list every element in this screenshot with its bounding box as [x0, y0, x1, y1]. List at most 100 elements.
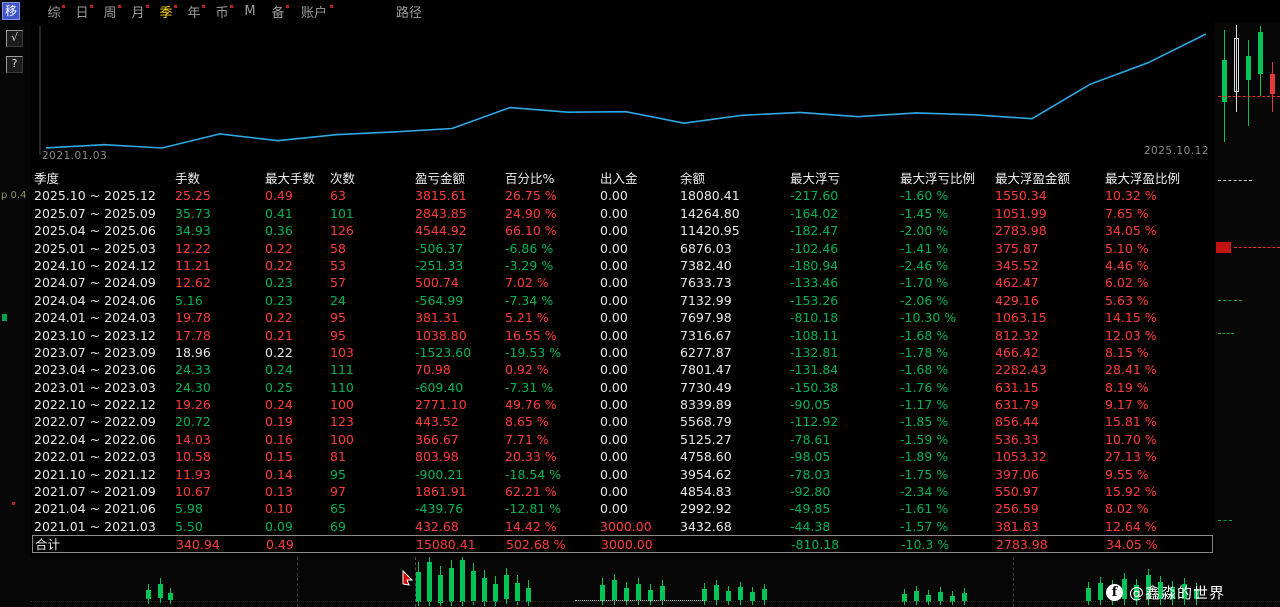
cell-value: -564.99: [415, 292, 464, 308]
table-row[interactable]: 2021.07 ~ 2021.09 10.67 0.13 97 1861.91 62.21…: [32, 483, 1213, 500]
candlestick: [482, 578, 487, 602]
tab-m[interactable]: M: [244, 3, 256, 19]
cell-value: -1.75 %: [900, 466, 949, 482]
cell-value: 28.41 %: [1105, 362, 1157, 378]
cell-value: 8.02 %: [1105, 501, 1149, 517]
cell-value: 466.42: [995, 344, 1039, 360]
candlestick: [1170, 587, 1175, 599]
table-row[interactable]: 2022.07 ~ 2022.09 20.72 0.19 123 443.52 8.65 …: [32, 413, 1213, 430]
cell-value: 7697.98: [680, 310, 732, 326]
cell-value: 15.92 %: [1105, 484, 1157, 500]
cell-value: -153.26: [790, 292, 839, 308]
candlestick: [1146, 575, 1151, 599]
cell-value: 81: [330, 449, 346, 465]
candlestick: [146, 590, 151, 599]
table-total-row[interactable]: 合计 340.94 0.49 15080.41 502.68 % 3000.00 -810.…: [32, 535, 1213, 553]
cell-value: 3815.61: [415, 188, 467, 204]
cell-value: 16.55 %: [505, 327, 557, 343]
cell-value: 15080.41: [416, 537, 476, 553]
cell-value: 24.90 %: [505, 205, 557, 221]
table-row[interactable]: 2024.07 ~ 2024.09 12.62 0.23 57 500.74 7.02 %…: [32, 274, 1213, 291]
cursor-arrow-icon: [400, 569, 416, 590]
cell-value: 123: [330, 414, 354, 430]
tab-currency[interactable]: 币: [208, 2, 236, 21]
cell-value: 0.23: [265, 292, 293, 308]
cell-value: 1051.99: [995, 205, 1047, 221]
cell-value: -132.81: [790, 344, 839, 360]
table-row[interactable]: 2023.10 ~ 2023.12 17.78 0.21 95 1038.80 16.55…: [32, 327, 1213, 344]
cell-value: 0.22: [265, 310, 293, 326]
tab-summary[interactable]: 综: [40, 2, 68, 21]
cell-value: 10.70 %: [1105, 431, 1157, 447]
cell-value: 18080.41: [680, 188, 740, 204]
table-row[interactable]: 2023.04 ~ 2023.06 24.33 0.24 111 70.98 0.92 %…: [32, 361, 1213, 378]
table-row[interactable]: 2025.04 ~ 2025.06 34.93 0.36 126 4544.92 66.1…: [32, 222, 1213, 239]
table-row[interactable]: 2024.04 ~ 2024.06 5.16 0.23 24 -564.99 -7.34 …: [32, 292, 1213, 309]
cell-value: 0.23: [265, 275, 293, 291]
tab-quarterly[interactable]: 季: [152, 2, 180, 21]
column-header: 余额: [680, 171, 706, 186]
table-row[interactable]: 2023.01 ~ 2023.03 24.30 0.25 110 -609.40 -7.3…: [32, 379, 1213, 396]
table-row[interactable]: 2025.07 ~ 2025.09 35.73 0.41 101 2843.85 24.9…: [32, 205, 1213, 222]
help-button[interactable]: ?: [6, 56, 23, 73]
cell-value: 2783.98: [996, 537, 1048, 553]
table-row[interactable]: 2021.01 ~ 2021.03 5.50 0.09 69 432.68 14.42 %…: [32, 518, 1213, 535]
candlestick: [1134, 585, 1139, 600]
table-row[interactable]: 2025.01 ~ 2025.03 12.22 0.22 58 -506.37 -6.86…: [32, 240, 1213, 257]
candlestick: [158, 584, 163, 598]
table-row[interactable]: 2023.07 ~ 2023.09 18.96 0.22 103 -1523.60 -19…: [32, 344, 1213, 361]
candlestick: [1086, 588, 1091, 601]
tab-yearly[interactable]: 年: [180, 2, 208, 21]
candlestick: [493, 584, 498, 602]
candlestick-wick: [1248, 40, 1249, 126]
cell-value: 2783.98: [995, 223, 1047, 239]
cell-value: 803.98: [415, 449, 459, 465]
cell-value: -2.46 %: [900, 257, 949, 273]
equity-chart: 2021.01.03 2025.10.12: [30, 22, 1215, 162]
cell-value: -1.70 %: [900, 275, 949, 291]
cell-value: 10.58: [175, 449, 211, 465]
column-header: 最大浮盈比例: [1105, 171, 1181, 186]
candlestick: [1122, 579, 1127, 599]
tab-daily[interactable]: 日: [68, 2, 96, 21]
tab-account[interactable]: 账户: [292, 2, 336, 21]
cell-value: 0.49: [265, 188, 293, 204]
move-button[interactable]: 移: [2, 2, 20, 20]
price-line-red: [1234, 247, 1280, 248]
table-row[interactable]: 2022.04 ~ 2022.06 14.03 0.16 100 366.67 7.71 …: [32, 431, 1213, 448]
table-row[interactable]: 2024.01 ~ 2024.03 19.78 0.22 95 381.31 5.21 %…: [32, 309, 1213, 326]
table-row[interactable]: 2022.01 ~ 2022.03 10.58 0.15 81 803.98 20.33 …: [32, 448, 1213, 465]
cell-value: 8339.89: [680, 397, 732, 413]
cell-period: 2022.04 ~ 2022.06: [34, 431, 156, 447]
tab-path[interactable]: 路径: [396, 5, 423, 21]
price-marker-red: [1216, 242, 1231, 253]
cell-value: 8.15 %: [1105, 344, 1149, 360]
table-row[interactable]: 2024.10 ~ 2024.12 11.21 0.22 53 -251.33 -3.29…: [32, 257, 1213, 274]
price-line-white: [1218, 180, 1252, 181]
cell-value: 1550.34: [995, 188, 1047, 204]
cell-value: -3.29 %: [505, 257, 554, 273]
tab-monthly[interactable]: 月: [124, 2, 152, 21]
cell-value: 631.79: [995, 397, 1039, 413]
cell-value: -78.61: [790, 431, 831, 447]
candlestick: [460, 560, 465, 602]
tab-weekly[interactable]: 周: [96, 2, 124, 21]
cell-value: -1.76 %: [900, 379, 949, 395]
cell-value: 1063.15: [995, 310, 1047, 326]
cell-period: 2021.10 ~ 2021.12: [34, 466, 156, 482]
candlestick: [914, 591, 919, 601]
table-row[interactable]: 2022.10 ~ 2022.12 19.26 0.24 100 2771.10 49.7…: [32, 396, 1213, 413]
table-row[interactable]: 2025.10 ~ 2025.12 25.25 0.49 63 3815.61 26.75…: [32, 187, 1213, 204]
cell-value: -12.81 %: [505, 501, 562, 517]
cell-value: 11.21: [175, 257, 211, 273]
watermark-text: @鑫淼的世界: [1129, 584, 1226, 602]
cell-value: 14.42 %: [505, 518, 557, 534]
cell-value: 375.87: [995, 240, 1039, 256]
table-row[interactable]: 2021.04 ~ 2021.06 5.98 0.10 65 -439.76 -12.81…: [32, 500, 1213, 517]
table-row[interactable]: 2021.10 ~ 2021.12 11.93 0.14 95 -900.21 -18.5…: [32, 466, 1213, 483]
table-header-row: 季度 手数 最大手数 次数 盈亏金额 百分比% 出入金 余额 最大浮亏 最大浮亏比例 最大浮盈金额 最…: [32, 170, 1213, 187]
check-button[interactable]: √: [6, 30, 23, 47]
cell-value: 256.59: [995, 501, 1039, 517]
tab-memo[interactable]: 备: [264, 2, 292, 21]
cell-value: -182.47: [790, 223, 839, 239]
